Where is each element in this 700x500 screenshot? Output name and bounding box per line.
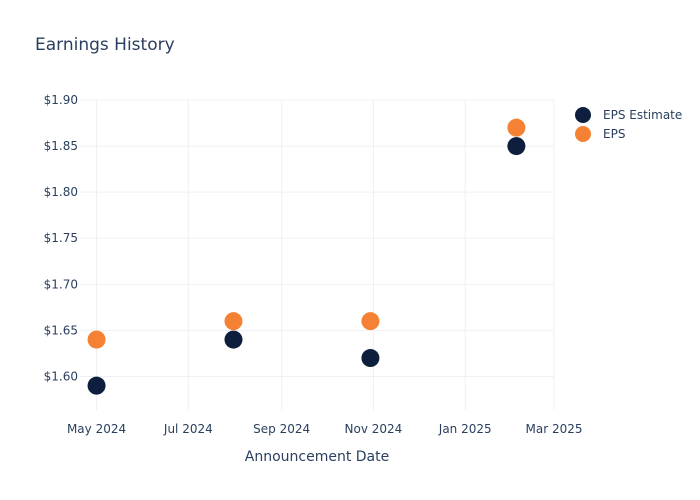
legend: EPS Estimate EPS [575,107,682,142]
y-tick-label: $1.75 [44,231,78,245]
x-tick-label: Sep 2024 [253,422,310,436]
eps-estimate-legend-label: EPS Estimate [603,108,682,122]
eps-estimate-point[interactable] [224,330,243,349]
eps-estimate-point[interactable] [507,137,526,156]
y-axis-ticks: $1.60 $1.65 $1.70 $1.75 $1.80 $1.85 $1.90 [44,93,78,383]
x-axis-ticks: May 2024 Jul 2024 Sep 2024 Nov 2024 Jan 2025… [67,422,583,436]
y-tick-label: $1.60 [44,369,78,383]
x-tick-label: Jul 2024 [163,422,213,436]
grid [80,99,555,410]
x-tick-label: Nov 2024 [345,422,403,436]
data-points [87,118,526,395]
eps-estimate-point[interactable] [361,349,380,368]
y-tick-label: $1.80 [44,185,78,199]
y-tick-label: $1.90 [44,93,78,107]
eps-legend-label: EPS [603,127,625,141]
x-tick-label: May 2024 [67,422,126,436]
eps-legend-marker [575,126,591,142]
eps-point[interactable] [224,312,243,331]
y-tick-label: $1.70 [44,277,78,291]
y-tick-label: $1.85 [44,139,78,153]
eps-estimate-legend-marker [575,107,591,123]
eps-estimate-point[interactable] [87,376,106,395]
x-axis-title: Announcement Date [245,449,389,465]
chart-title: Earnings History [35,35,175,55]
x-tick-label: Jan 2025 [438,422,492,436]
eps-point[interactable] [361,312,380,331]
eps-point[interactable] [507,118,526,137]
eps-point[interactable] [87,330,106,349]
y-tick-label: $1.65 [44,323,78,337]
x-tick-label: Mar 2025 [526,422,583,436]
